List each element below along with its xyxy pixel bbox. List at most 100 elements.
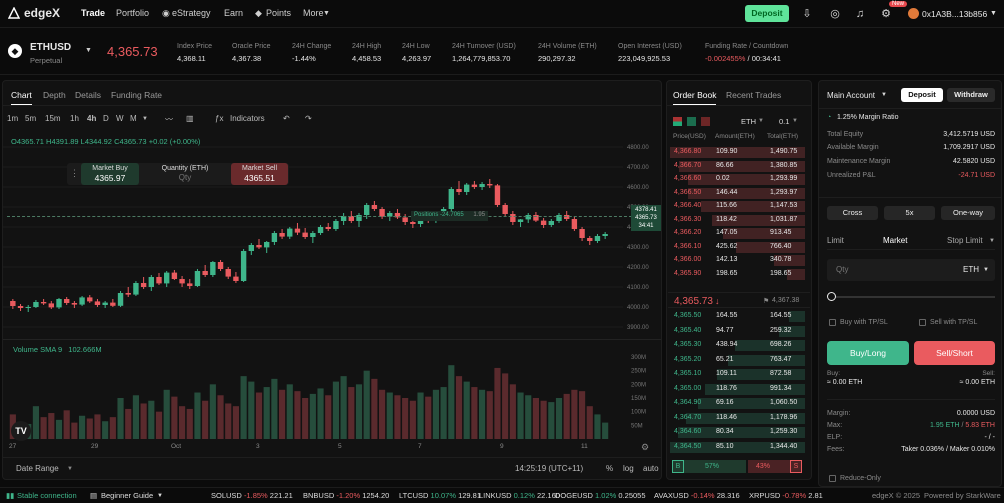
bid-row[interactable]: 4,364.70 118.46 1,178.96 (670, 412, 805, 424)
ask-row[interactable]: 4,365.90 198.65 198.65 (670, 268, 805, 280)
settings-icon[interactable]: ⚙ (881, 8, 891, 20)
reduce-only-checkbox[interactable] (829, 475, 836, 482)
line-chart-icon[interactable]: 〰 (165, 115, 173, 124)
position-tag[interactable]: Positions -24.7065 1.95 (411, 211, 489, 221)
tradingview-logo[interactable]: TV (11, 421, 31, 441)
buy-long-button[interactable]: Buy/Long (827, 341, 909, 365)
bid-row[interactable]: 4,365.50 164.55 164.55 (670, 311, 805, 322)
percent-toggle[interactable]: % (606, 464, 614, 473)
tab-funding-rate[interactable]: Funding Rate (111, 90, 163, 100)
nav-portfolio[interactable]: Portfolio (116, 8, 150, 18)
qty-slider[interactable] (827, 292, 995, 301)
bid-row[interactable]: 4,365.00 118.76 991.34 (670, 383, 805, 395)
ob-view-both-icon[interactable] (673, 117, 682, 126)
powered-by[interactable]: Powered by StarkWare (924, 491, 1001, 500)
market-sell-button[interactable]: Market Sell 4365.51 (231, 163, 288, 185)
market-buy-button[interactable]: Market Buy 4365.97 (81, 163, 139, 185)
drag-handle-icon[interactable]: ⋮⋮ (70, 168, 88, 178)
bid-row[interactable]: 4,364.50 85.10 1,344.40 (670, 441, 805, 453)
qty-unit-select[interactable]: ETH (963, 265, 979, 274)
nav-earn[interactable]: Earn (224, 8, 244, 18)
qty-input[interactable]: Qty ETH ▼ (827, 259, 995, 281)
undo-icon[interactable]: ↶ (283, 114, 290, 123)
tf-1m[interactable]: 1m (7, 114, 19, 123)
bid-row[interactable]: 4,365.20 65.21 763.47 (670, 354, 805, 366)
bid-row[interactable]: 4,365.40 94.77 259.32 (670, 325, 805, 337)
footer-ticker[interactable]: XRPUSD -0.78% 2.81 (749, 491, 823, 500)
ask-row[interactable]: 4,366.50 146.44 1,293.97 (670, 187, 805, 199)
bid-row[interactable]: 4,365.10 109.11 872.58 (670, 369, 805, 380)
bell-icon[interactable]: ♫ (855, 8, 865, 20)
ask-row[interactable]: 4,366.00 142.13 340.78 (670, 255, 805, 266)
withdraw-button[interactable]: Withdraw (947, 88, 995, 102)
candlestick-chart[interactable] (3, 129, 623, 339)
ask-row[interactable]: 4,366.40 115.66 1,147.53 (670, 201, 805, 212)
ob-step-select[interactable]: 0.1 (779, 117, 790, 126)
tpsl-buy-checkbox[interactable] (829, 319, 836, 326)
ask-row[interactable]: 4,366.70 86.66 1,380.85 (670, 160, 805, 172)
nav-trade[interactable]: Trade (81, 8, 106, 18)
quantity-input[interactable]: Quantity (ETH) Qty (161, 165, 209, 182)
date-range-button[interactable]: Date Range (16, 464, 59, 473)
tf-15m[interactable]: 15m (45, 114, 61, 123)
footer-ticker[interactable]: LTCUSD 10.07% 129.81 (399, 491, 482, 500)
tab-recent-trades[interactable]: Recent Trades (726, 90, 782, 100)
footer-ticker[interactable]: BNBUSD -1.20% 1254.20 (303, 491, 390, 500)
account-select[interactable]: Main Account (827, 91, 876, 100)
bid-row[interactable]: 4,364.60 80.34 1,259.30 (670, 427, 805, 438)
position-mode-button[interactable]: One-way (941, 206, 995, 220)
tab-details[interactable]: Details (75, 90, 101, 100)
footer-ticker[interactable]: LINKUSD 0.12% 22.160 (479, 491, 560, 500)
footer-ticker[interactable]: AVAXUSD -0.14% 28.316 (654, 491, 740, 500)
leverage-button[interactable]: 5x (884, 206, 935, 220)
gear-icon[interactable]: ⚙ (641, 442, 650, 452)
ask-row[interactable]: 4,366.10 425.62 766.40 (670, 241, 805, 253)
order-tab-limit[interactable]: Limit (827, 236, 844, 245)
order-tab-stop-limit[interactable]: Stop Limit (947, 236, 983, 245)
slider-handle[interactable] (827, 292, 836, 301)
ask-row[interactable]: 4,366.30 118.42 1,031.87 (670, 214, 805, 226)
nav-estrategy[interactable]: eStrategy (172, 8, 211, 18)
tf-m[interactable]: M (130, 114, 137, 123)
ask-row[interactable]: 4,366.60 0.02 1,293.99 (670, 174, 805, 185)
tpsl-sell-checkbox[interactable] (919, 319, 926, 326)
deposit-button[interactable]: Deposit (901, 88, 943, 102)
footer-ticker[interactable]: SOLUSD -1.85% 221.21 (211, 491, 293, 500)
nav-points[interactable]: Points (266, 8, 292, 18)
tf-1h[interactable]: 1h (70, 114, 79, 123)
ask-row[interactable]: 4,366.20 147.05 913.45 (670, 228, 805, 239)
wallet-address[interactable]: 0x1A3B...13b856 (922, 9, 988, 19)
ask-row[interactable]: 4,366.80 109.90 1,490.75 (670, 147, 805, 158)
bid-row[interactable]: 4,364.90 69.16 1,060.50 (670, 398, 805, 409)
ob-view-asks-icon[interactable] (701, 117, 710, 126)
ob-unit-select[interactable]: ETH (741, 117, 756, 126)
auto-toggle[interactable]: auto (643, 464, 659, 473)
indicators-button[interactable]: Indicators (230, 114, 265, 123)
symbol-name[interactable]: ETHUSD (30, 42, 72, 53)
tab-depth[interactable]: Depth (43, 90, 66, 100)
globe-icon[interactable]: ◎ (830, 8, 840, 20)
candle-type-icon[interactable]: ▥ (186, 114, 194, 123)
beginner-guide-button[interactable]: Beginner Guide (101, 491, 154, 500)
tf-w[interactable]: W (116, 114, 124, 123)
tf-4h[interactable]: 4h (87, 114, 97, 123)
deposit-button[interactable]: Deposit (745, 5, 789, 22)
download-icon[interactable]: ⇩ (802, 8, 812, 20)
tf-d[interactable]: D (103, 114, 109, 123)
avatar[interactable] (908, 8, 919, 19)
bid-row[interactable]: 4,365.30 438.94 698.26 (670, 340, 805, 351)
footer-ticker[interactable]: DOGEUSD 1.02% 0.25055 (555, 491, 646, 500)
nav-more[interactable]: More (303, 8, 324, 18)
order-tab-market[interactable]: Market (883, 236, 908, 250)
tf-5m[interactable]: 5m (25, 114, 37, 123)
tab-chart[interactable]: Chart (11, 90, 32, 105)
tab-order-book[interactable]: Order Book (673, 90, 717, 105)
redo-icon[interactable]: ↷ (305, 114, 312, 123)
chevron-down-icon[interactable]: ▼ (85, 47, 92, 54)
ob-view-bids-icon[interactable] (687, 117, 696, 126)
chevron-down-icon[interactable]: ▼ (142, 116, 148, 122)
brand-name[interactable]: edgeX (24, 6, 61, 20)
margin-mode-button[interactable]: Cross (827, 206, 878, 220)
sell-short-button[interactable]: Sell/Short (914, 341, 995, 365)
log-toggle[interactable]: log (623, 464, 634, 473)
